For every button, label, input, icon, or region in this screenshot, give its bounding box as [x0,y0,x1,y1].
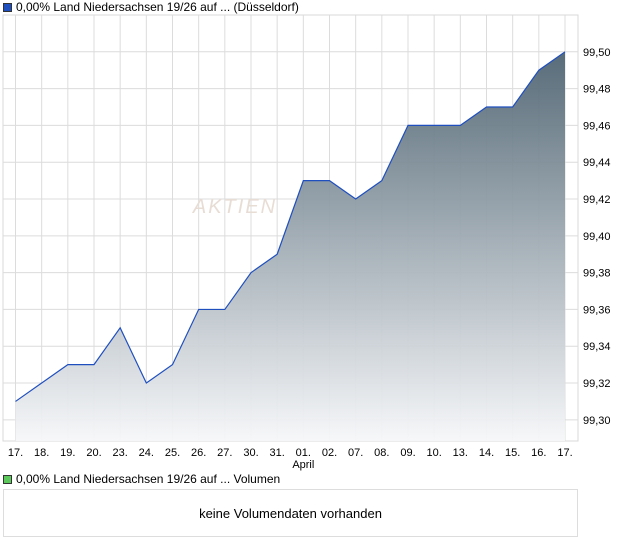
volume-legend-swatch [3,474,12,484]
x-tick-label: 17. [8,447,23,459]
price-legend-label: 0,00% Land Niedersachsen 19/26 auf ... (… [16,0,299,14]
volume-empty-message: keine Volumendaten vorhanden [199,505,382,521]
x-tick-label: 14. [479,447,494,459]
y-tick-label: 99,38 [583,268,611,280]
volume-panel: keine Volumendaten vorhanden [3,489,578,537]
x-tick-label: 13. [453,447,468,459]
price-chart: 99,30 99,32 99,34 99,36 99,38 99,40 99,42 99,44… [2,14,611,471]
x-tick-label: 19. [60,447,75,459]
x-tick-label: 23. [113,447,128,459]
x-tick-label: 17. [557,447,572,459]
watermark-logo: AKTIEN [192,196,277,218]
volume-legend-label: 0,00% Land Niedersachsen 19/26 auf ... V… [16,472,281,486]
x-tick-label: 31. [270,447,285,459]
x-tick-label: 20. [86,447,101,459]
y-tick-label: 99,44 [583,157,611,169]
x-tick-label: 15. [505,447,520,459]
x-tick-label: 01. [296,447,311,459]
x-tick-label: 26. [191,447,206,459]
x-tick-label: 18. [34,447,49,459]
y-tick-label: 99,32 [583,378,611,390]
x-month-label: April [292,459,314,471]
price-legend-swatch [3,2,12,12]
y-tick-label: 99,46 [583,120,611,132]
price-line [15,51,566,402]
x-tick-label: 24. [139,447,154,459]
y-tick-label: 99,40 [583,231,611,243]
y-tick-label: 99,36 [583,304,611,316]
y-tick-label: 99,48 [583,84,611,96]
y-tick-label: 99,50 [583,47,611,59]
x-tick-label: 09. [400,447,415,459]
x-tick-label: 07. [348,447,363,459]
y-tick-label: 99,34 [583,341,611,353]
price-legend: 0,00% Land Niedersachsen 19/26 auf ... (… [3,0,299,14]
x-tick-label: 10. [427,447,442,459]
y-tick-label: 99,42 [583,194,611,206]
x-tick-label: 27. [217,447,232,459]
y-tick-label: 99,30 [583,415,611,427]
x-tick-label: 02. [322,447,337,459]
x-tick-label: 08. [374,447,389,459]
price-area [15,51,565,441]
x-tick-label: 25. [165,447,180,459]
x-tick-label: 30. [243,447,258,459]
volume-legend: 0,00% Land Niedersachsen 19/26 auf ... V… [3,472,280,486]
x-tick-label: 16. [531,447,546,459]
